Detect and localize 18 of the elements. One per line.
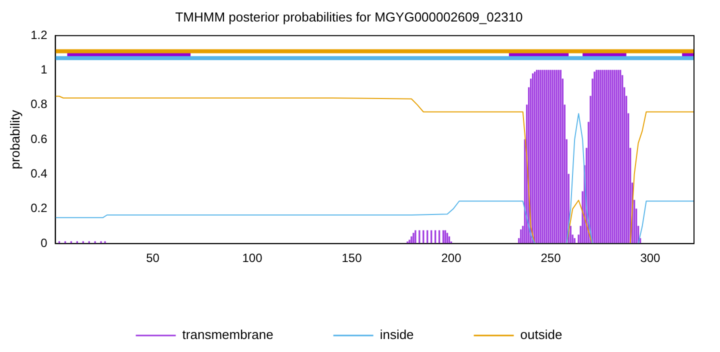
y-tick-label: 1: [40, 62, 48, 77]
y-tick-label: 1.2: [30, 28, 48, 42]
y-tick-label: 0.6: [30, 132, 48, 146]
x-tick-label: 250: [540, 251, 562, 266]
chart-title: TMHMM posterior probabilities for MGYG000002609_02310: [175, 9, 523, 24]
y-tick-label: 0.8: [30, 97, 48, 112]
x-tick-label: 50: [146, 251, 160, 266]
x-tick-label: 200: [441, 251, 462, 266]
x-tick-label: 100: [242, 251, 263, 266]
legend-label: transmembrane: [182, 327, 274, 342]
y-tick-label: 0: [40, 236, 48, 250]
y-axis-title: probability: [7, 109, 22, 170]
legend-label: outside: [520, 327, 562, 342]
legend-label: inside: [380, 327, 414, 342]
x-tick-label: 150: [342, 251, 362, 266]
y-tick-label: 0.2: [30, 201, 48, 216]
x-tick-label: 300: [640, 251, 661, 266]
y-tick-label: 0.4: [30, 166, 48, 181]
